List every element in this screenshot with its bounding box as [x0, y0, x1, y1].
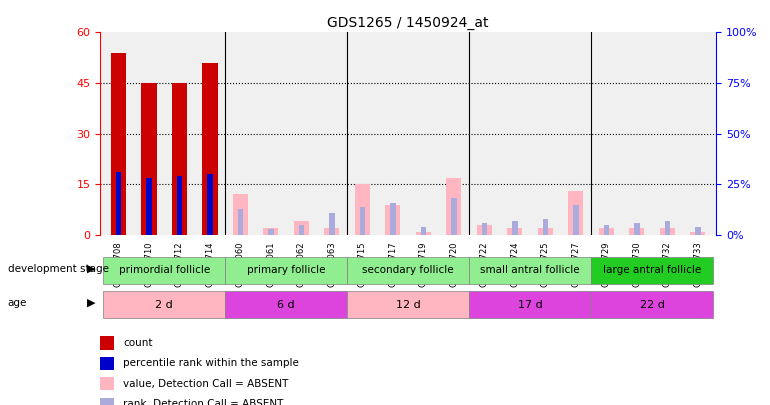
Bar — [263, 228, 279, 235]
Bar — [695, 227, 701, 235]
Bar — [360, 207, 365, 235]
Bar — [385, 205, 400, 235]
Text: 22 d: 22 d — [640, 300, 665, 310]
Text: count: count — [123, 338, 152, 348]
Bar — [629, 228, 644, 235]
Bar — [447, 177, 461, 235]
Bar — [268, 229, 273, 235]
FancyBboxPatch shape — [103, 291, 225, 318]
Bar — [451, 198, 457, 235]
Text: secondary follicle: secondary follicle — [363, 265, 454, 275]
Text: 2 d: 2 d — [156, 300, 173, 310]
FancyBboxPatch shape — [469, 257, 591, 284]
Bar — [329, 213, 335, 235]
Bar — [172, 83, 187, 235]
Bar — [665, 221, 670, 235]
FancyBboxPatch shape — [591, 257, 713, 284]
Text: 12 d: 12 d — [396, 300, 420, 310]
Text: small antral follicle: small antral follicle — [480, 265, 580, 275]
Bar — [355, 184, 370, 235]
Bar — [146, 178, 152, 235]
Bar — [660, 228, 675, 235]
Bar — [416, 232, 431, 235]
Text: primary follicle: primary follicle — [247, 265, 326, 275]
Text: large antral follicle: large antral follicle — [603, 265, 701, 275]
Bar — [390, 202, 396, 235]
Bar — [293, 222, 309, 235]
Text: 6 d: 6 d — [277, 300, 295, 310]
FancyBboxPatch shape — [469, 291, 591, 318]
FancyBboxPatch shape — [103, 257, 225, 284]
Bar — [477, 225, 492, 235]
FancyBboxPatch shape — [100, 337, 114, 350]
Bar — [299, 225, 304, 235]
FancyBboxPatch shape — [100, 398, 114, 405]
FancyBboxPatch shape — [100, 377, 114, 390]
Text: age: age — [8, 298, 27, 308]
Bar — [238, 209, 243, 235]
Bar — [324, 228, 340, 235]
Bar — [233, 194, 248, 235]
Bar — [690, 232, 705, 235]
Bar — [420, 227, 426, 235]
Bar — [599, 228, 614, 235]
Text: ▶: ▶ — [86, 298, 95, 308]
Bar — [141, 83, 156, 235]
Text: rank, Detection Call = ABSENT: rank, Detection Call = ABSENT — [123, 399, 283, 405]
Bar — [481, 223, 487, 235]
Bar — [512, 221, 517, 235]
Bar — [543, 219, 548, 235]
Text: ▶: ▶ — [86, 264, 95, 273]
Bar — [207, 174, 213, 235]
FancyBboxPatch shape — [225, 257, 347, 284]
Bar — [111, 53, 126, 235]
Text: primordial follicle: primordial follicle — [119, 265, 209, 275]
Bar — [203, 63, 217, 235]
Bar — [573, 205, 578, 235]
FancyBboxPatch shape — [100, 357, 114, 370]
FancyBboxPatch shape — [347, 291, 469, 318]
Bar — [568, 191, 584, 235]
Text: development stage: development stage — [8, 264, 109, 273]
Bar — [604, 225, 609, 235]
FancyBboxPatch shape — [347, 257, 469, 284]
Bar — [116, 172, 121, 235]
Title: GDS1265 / 1450924_at: GDS1265 / 1450924_at — [327, 16, 489, 30]
Text: 17 d: 17 d — [517, 300, 542, 310]
Bar — [634, 223, 640, 235]
FancyBboxPatch shape — [591, 291, 713, 318]
Bar — [507, 228, 523, 235]
Text: percentile rank within the sample: percentile rank within the sample — [123, 358, 299, 369]
FancyBboxPatch shape — [225, 291, 347, 318]
Bar — [176, 176, 182, 235]
Bar — [537, 228, 553, 235]
Text: value, Detection Call = ABSENT: value, Detection Call = ABSENT — [123, 379, 288, 389]
